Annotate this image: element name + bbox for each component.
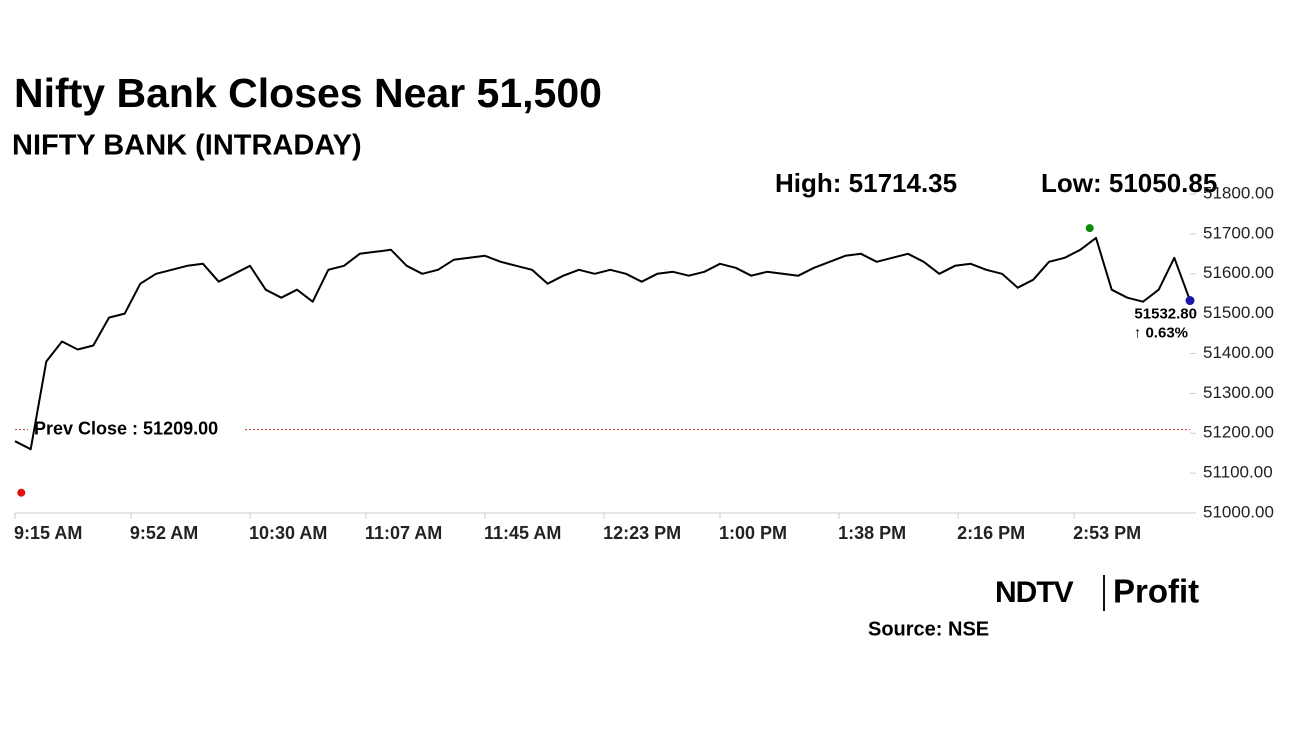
logo-ndtv: NDTV (995, 576, 1074, 609)
x-tick-label: 9:15 AM (14, 523, 82, 543)
x-tick-label: 2:53 PM (1073, 523, 1141, 543)
change-label: ↑ 0.63% (1134, 325, 1188, 342)
x-tick-label: 2:16 PM (957, 523, 1025, 543)
y-tick-label: 51400.00 (1203, 343, 1274, 362)
x-tick-label: 11:45 AM (484, 523, 561, 543)
y-tick-label: 51000.00 (1203, 502, 1274, 521)
high-label: High: 51714.35 (775, 168, 957, 198)
x-tick-label: 9:52 AM (130, 523, 198, 543)
x-tick-label: 1:00 PM (719, 523, 787, 543)
y-tick-label: 51700.00 (1203, 223, 1274, 242)
y-tick-label: 51800.00 (1203, 183, 1274, 202)
x-tick-label: 1:38 PM (838, 523, 906, 543)
low-dot (17, 488, 26, 497)
y-tick-label: 51300.00 (1203, 383, 1274, 402)
x-tick-label: 12:23 PM (603, 523, 681, 543)
price-line (14, 236, 1191, 451)
x-tick-label: 11:07 AM (365, 523, 442, 543)
y-tick-label: 51200.00 (1203, 423, 1274, 442)
y-tick-label: 51100.00 (1203, 463, 1273, 482)
source: Source: NSE (868, 618, 989, 640)
logo-profit: Profit (1113, 573, 1199, 610)
prev-close-label: Prev Close : 51209.00 (34, 418, 218, 438)
x-tick-label: 10:30 AM (249, 523, 327, 543)
close-dot (1185, 296, 1195, 306)
y-tick-label: 51500.00 (1203, 303, 1274, 322)
chart-subtitle: NIFTY BANK (INTRADAY) (12, 130, 362, 162)
close-label: 51532.80 (1134, 306, 1197, 323)
low-label: Low: 51050.85 (1041, 168, 1217, 198)
y-tick-label: 51600.00 (1203, 263, 1274, 282)
high-dot (1085, 224, 1094, 233)
chart-title: Nifty Bank Closes Near 51,500 (14, 70, 602, 116)
